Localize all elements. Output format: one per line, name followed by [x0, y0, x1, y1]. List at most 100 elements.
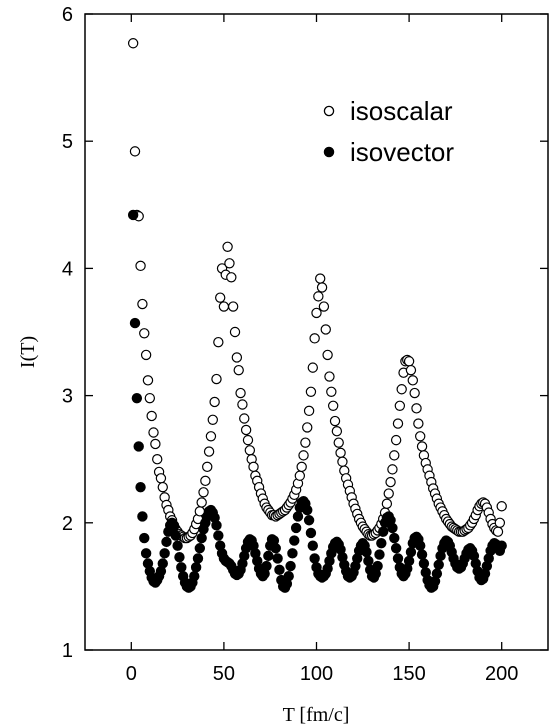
data-point-isovector — [403, 555, 415, 567]
data-point-isovector — [194, 543, 206, 554]
axis-ticks: 0 50 100 150 200 1 2 3 4 5 6 — [62, 4, 548, 685]
data-point-isovector — [374, 549, 385, 560]
data-point-isoscalar — [144, 392, 156, 404]
data-point-isoscalar — [300, 437, 311, 448]
data-point-isovector — [270, 543, 281, 554]
data-point-isoscalar — [413, 418, 424, 429]
data-point-isoscalar — [237, 399, 248, 410]
y-tick-label: 6 — [62, 4, 73, 26]
data-point-isovector — [309, 553, 320, 564]
data-point-isovector — [415, 540, 426, 551]
legend-marker-isoscalar — [323, 105, 335, 117]
data-point-isoscalar — [218, 301, 230, 312]
data-point-isoscalar — [139, 328, 150, 339]
data-point-isovector — [418, 558, 430, 569]
data-point-isoscalar — [313, 291, 324, 302]
data-point-isoscalar — [198, 487, 209, 498]
x-tick-label: 200 — [485, 663, 518, 685]
data-point-isovector — [135, 481, 146, 493]
data-point-isoscalar — [415, 431, 426, 442]
data-point-isoscalar — [200, 475, 211, 487]
data-point-isovector — [131, 392, 143, 404]
data-point-isovector — [496, 540, 507, 551]
data-point-isoscalar — [137, 298, 148, 310]
data-point-isovector — [196, 532, 207, 544]
data-point-isoscalar — [298, 450, 309, 461]
data-point-isoscalar — [311, 307, 322, 319]
data-point-isoscalar — [302, 422, 313, 433]
data-point-isoscalar — [390, 434, 402, 446]
data-point-isoscalar — [416, 441, 428, 452]
data-point-isoscalar — [155, 473, 167, 484]
data-point-isoscalar — [196, 497, 207, 508]
legend-label-isoscalar: isoscalar — [350, 96, 453, 126]
data-point-isovector — [139, 532, 150, 544]
data-point-isoscalar — [381, 498, 393, 509]
legend-marker-isovector — [323, 146, 335, 158]
data-point-isoscalar — [394, 400, 406, 411]
data-point-isoscalar — [209, 396, 220, 408]
data-point-isovector — [213, 530, 224, 541]
data-point-isoscalar — [307, 362, 318, 373]
data-point-isoscalar — [322, 349, 333, 361]
y-tick-label: 1 — [62, 640, 73, 662]
data-point-isovector — [274, 564, 285, 576]
data-point-isoscalar — [309, 333, 320, 344]
data-point-isoscalar — [318, 301, 330, 312]
data-point-isoscalar — [296, 461, 307, 473]
data-point-isovector — [287, 548, 298, 559]
data-point-isoscalar — [496, 501, 507, 512]
data-point-isovector — [292, 511, 304, 522]
data-point-isovector — [159, 548, 170, 559]
data-point-isoscalar — [303, 405, 315, 417]
data-point-isoscalar — [326, 386, 337, 397]
data-point-isoscalar — [146, 410, 157, 422]
data-point-isoscalar — [331, 426, 343, 437]
data-point-isovector — [392, 553, 404, 564]
data-point-isoscalar — [324, 371, 335, 382]
data-point-isoscalar — [409, 387, 420, 399]
data-point-isoscalar — [227, 301, 239, 312]
data-point-isovector — [261, 560, 272, 572]
x-tick-label: 50 — [213, 663, 235, 685]
data-point-isoscalar — [214, 292, 226, 303]
data-point-isoscalar — [235, 387, 246, 399]
data-point-isovector — [431, 568, 443, 579]
y-tick-label: 2 — [62, 513, 73, 535]
data-point-isovector — [305, 527, 317, 539]
data-point-isovector — [211, 520, 222, 531]
y-axis-label: I(T) — [17, 336, 39, 368]
data-point-isovector — [127, 209, 139, 221]
data-point-isovector — [263, 550, 274, 562]
data-point-isovector — [137, 511, 148, 522]
data-point-isovector — [303, 515, 315, 526]
data-point-isovector — [290, 522, 302, 534]
data-point-isovector — [363, 555, 374, 567]
series-isoscalar — [127, 38, 507, 544]
x-axis-label: T [fm/c] — [283, 704, 350, 726]
data-point-isoscalar — [135, 260, 146, 272]
data-point-isovector — [302, 504, 313, 516]
data-point-isoscalar — [231, 352, 243, 363]
series-isovector — [127, 209, 507, 593]
data-point-isovector — [192, 553, 204, 564]
data-point-isoscalar — [127, 38, 139, 49]
data-point-isoscalar — [494, 517, 506, 529]
data-point-isoscalar — [213, 336, 224, 348]
data-point-isoscalar — [335, 447, 346, 459]
data-point-isoscalar — [405, 364, 417, 376]
data-point-isovector — [307, 540, 318, 551]
data-point-isoscalar — [157, 481, 168, 493]
data-point-isovector — [387, 522, 398, 534]
data-point-isoscalar — [383, 488, 394, 499]
data-point-isovector — [174, 551, 185, 563]
legend-label-isovector: isovector — [350, 137, 454, 167]
data-point-isoscalar — [148, 427, 159, 438]
data-point-isovector — [176, 562, 187, 573]
data-point-isovector — [433, 559, 444, 570]
data-point-isovector — [129, 317, 141, 329]
data-point-isovector — [361, 546, 372, 558]
data-point-isoscalar — [211, 373, 222, 385]
data-point-isovector — [170, 530, 181, 541]
